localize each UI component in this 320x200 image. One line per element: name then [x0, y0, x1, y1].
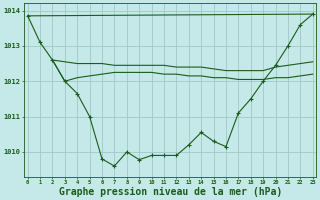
X-axis label: Graphe pression niveau de la mer (hPa): Graphe pression niveau de la mer (hPa) [59, 186, 282, 197]
